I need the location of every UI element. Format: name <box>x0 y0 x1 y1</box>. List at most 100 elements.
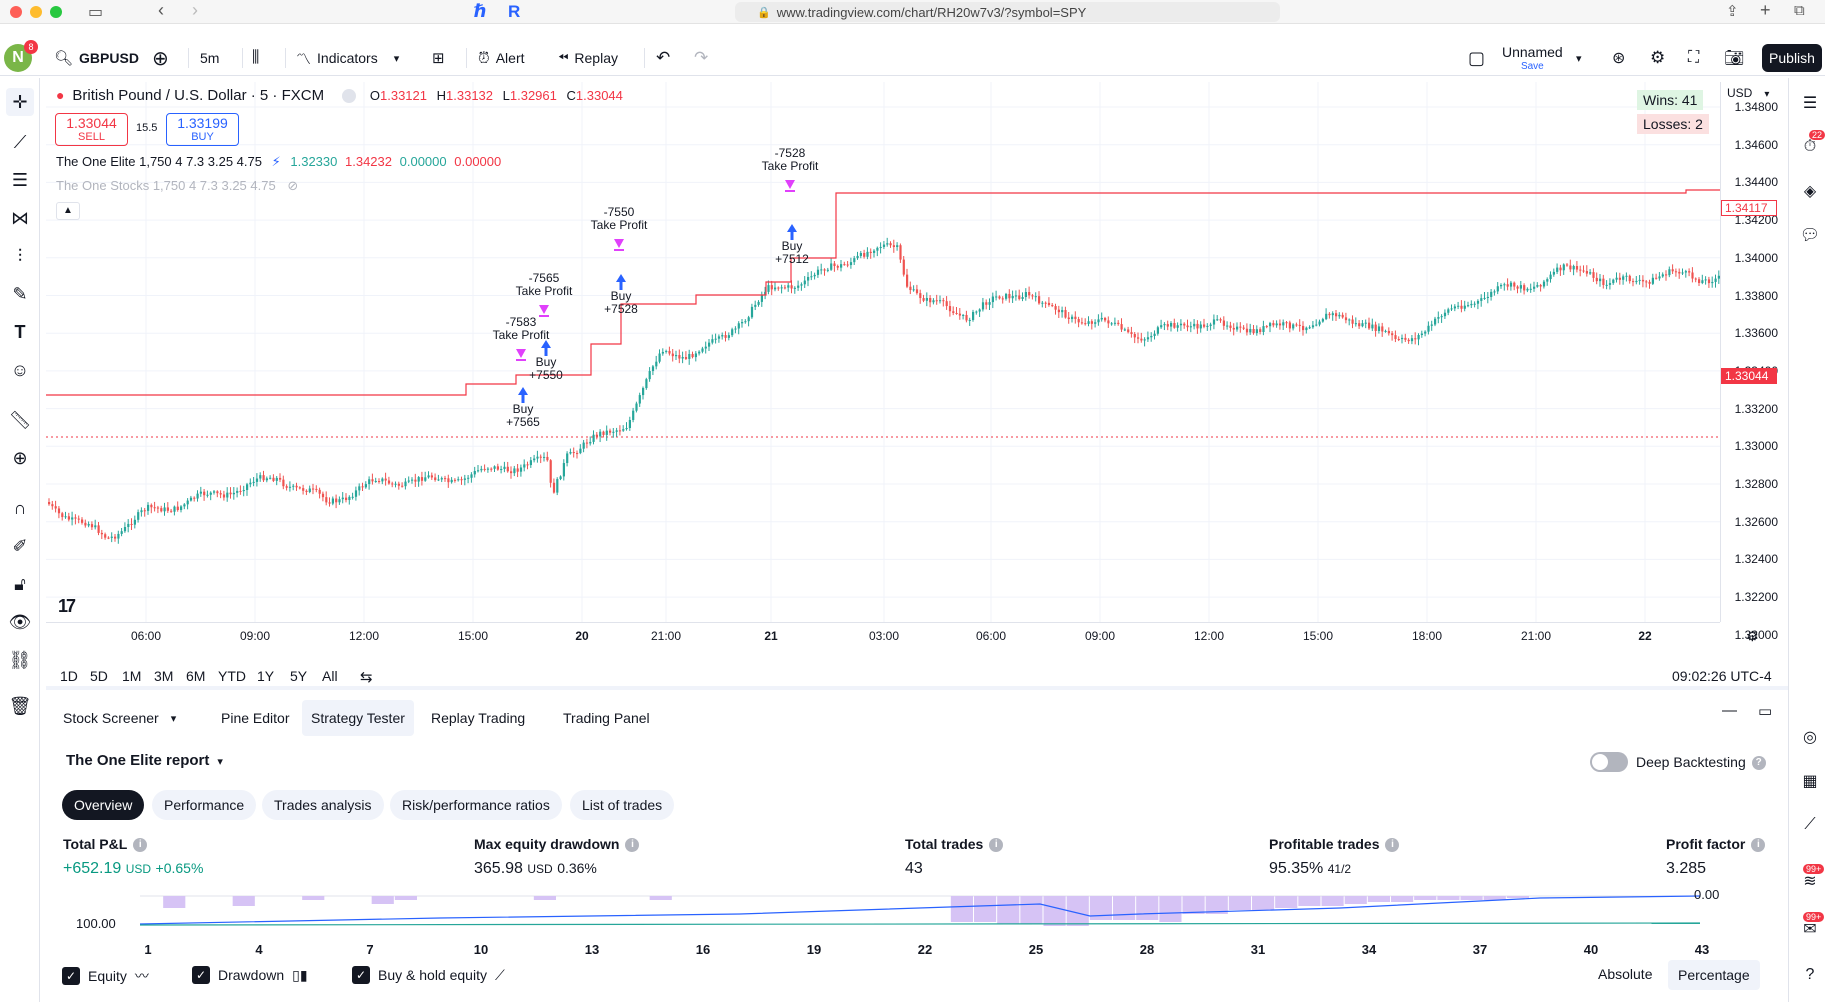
range-1d[interactable]: 1D <box>60 668 78 684</box>
chart-line-icon[interactable]: ⟋ <box>1804 816 1816 833</box>
replay-button[interactable]: ⏪︎ Replay <box>558 40 618 76</box>
buy-marker[interactable]: Buy+7565 <box>506 387 540 429</box>
lock-all-icon[interactable]: 🔓︎ <box>14 573 26 594</box>
minimize-panel-icon[interactable]: — <box>1722 702 1737 719</box>
chat-icon[interactable]: 💬︎ <box>1799 227 1821 244</box>
tradingview-logo-icon[interactable]: 17 <box>58 596 76 616</box>
watchlist-icon[interactable]: ☰ <box>1802 95 1818 112</box>
buy-marker[interactable]: Buy+7550 <box>529 340 563 382</box>
hidden-eye-icon[interactable]: ⊘ <box>287 178 299 193</box>
layouts-icon[interactable]: ⊞ <box>432 50 445 67</box>
date-range-calendar-icon[interactable]: ⇆ <box>360 669 373 686</box>
extension-r-icon[interactable]: R <box>508 2 521 21</box>
indicator-row-elite[interactable]: The One Elite 1,750 4 7.3 3.25 4.75 ⚡︎ 1… <box>56 154 501 170</box>
crosshair-icon[interactable]: ✛ <box>6 88 34 116</box>
deep-backtesting-info-icon[interactable]: ? <box>1751 756 1766 771</box>
subtab-performance[interactable]: Performance <box>152 790 257 820</box>
subtab-trades-analysis[interactable]: Trades analysis <box>262 790 384 820</box>
panel-tab-trading-panel[interactable]: Trading Panel <box>554 700 659 736</box>
equity-chart[interactable] <box>140 890 1700 940</box>
range-6m[interactable]: 6M <box>186 668 206 684</box>
layout-chevron-icon[interactable]: ▾ <box>1576 52 1582 65</box>
extension-h-icon[interactable]: ℏ <box>474 1 487 21</box>
sell-button[interactable]: 1.33044 SELL <box>55 113 128 146</box>
panel-tab-stock-screener[interactable]: Stock Screener ▾ <box>54 700 185 736</box>
symbol-search-button[interactable]: 🔍︎ GBPUSD <box>54 40 139 76</box>
subtab-risk-performance-ratios[interactable]: Risk/performance ratios <box>390 790 562 820</box>
undo-icon[interactable]: ↶ <box>656 48 671 67</box>
forward-icon[interactable]: › <box>192 0 198 20</box>
panel-tab-strategy-tester[interactable]: Strategy Tester <box>302 700 414 736</box>
buy-marker[interactable]: Buy+7528 <box>604 274 638 316</box>
clock-label[interactable]: 09:02:26 UTC-4 <box>1672 668 1772 684</box>
zoom-window-button[interactable] <box>50 6 62 18</box>
new-tab-icon[interactable]: + <box>1760 0 1771 20</box>
maximize-panel-icon[interactable]: ▭ <box>1758 703 1773 720</box>
zoom-in-icon[interactable]: ⊕ <box>12 447 28 468</box>
close-window-button[interactable] <box>10 6 22 18</box>
share-icon[interactable]: ⇪ <box>1726 3 1739 20</box>
absolute-toggle[interactable]: Absolute <box>1598 966 1653 982</box>
max-drawdown-info-icon[interactable]: i <box>625 838 640 853</box>
drawdown-checkbox[interactable]: ✓ Drawdown ▯▮ <box>192 966 308 984</box>
panel-tab-replay-trading[interactable]: Replay Trading <box>422 700 534 736</box>
signal-icon[interactable]: ≋ <box>1803 873 1817 890</box>
trash-icon[interactable]: 🗑︎ <box>8 695 32 716</box>
total-trades-info-icon[interactable]: i <box>989 838 1004 853</box>
lock-drawing-icon[interactable]: ✐ <box>12 535 28 556</box>
link-icon[interactable]: ⛓︎ <box>8 649 32 670</box>
text-tool-icon[interactable]: T <box>14 321 26 342</box>
tabs-overview-icon[interactable]: ⧉ <box>1794 2 1805 19</box>
profitable-trades-info-icon[interactable]: i <box>1385 838 1400 853</box>
calendar-icon[interactable]: ▦ <box>1802 773 1818 790</box>
trend-line-icon[interactable]: ⟋ <box>13 131 27 152</box>
range-1y[interactable]: 1Y <box>257 668 275 684</box>
forecast-icon[interactable]: ⫶ <box>17 245 23 266</box>
axis-settings-gear-icon[interactable]: ⚙︎ <box>1746 628 1759 644</box>
time-axis[interactable]: 06:00 09:00 12:00 15:00 20 21:00 21 03:00 06:00 0… <box>46 622 1720 648</box>
equity-checkbox[interactable]: ✓ Equity 〰 <box>62 966 149 986</box>
buy-hold-checkbox[interactable]: ✓ Buy & hold equity ⟋ <box>352 966 505 984</box>
indicator-row-stocks[interactable]: The One Stocks 1,750 4 7.3 3.25 4.75 ⊘ <box>56 178 298 194</box>
pattern-icon[interactable]: ⋈ <box>11 207 29 228</box>
currency-selector[interactable]: USD ▾ <box>1727 86 1769 100</box>
layout-name-button[interactable]: Unnamed Save <box>1502 44 1563 72</box>
range-all[interactable]: All <box>322 668 338 684</box>
candles-icon[interactable]: ⫼ <box>252 49 260 66</box>
help-icon[interactable]: ? <box>1805 966 1815 983</box>
range-ytd[interactable]: YTD <box>218 668 246 684</box>
percentage-toggle[interactable]: Percentage <box>1668 960 1760 990</box>
range-1m[interactable]: 1M <box>122 668 142 684</box>
price-axis[interactable]: USD ▾ 1.34800 1.34600 1.34400 1.34200 1.34000… <box>1720 82 1786 642</box>
interval-button[interactable]: 5m <box>200 50 220 66</box>
market-status-icon[interactable] <box>341 89 356 104</box>
notifications-icon[interactable]: ✉︎ <box>1803 921 1817 938</box>
eye-icon[interactable]: 👁︎ <box>8 611 32 632</box>
layers-icon[interactable]: ◈ <box>1803 183 1817 200</box>
panel-tab-pine-editor[interactable]: Pine Editor <box>212 700 298 736</box>
quick-search-icon[interactable]: ⊛ <box>1612 50 1626 67</box>
settings-gear-icon[interactable]: ⚙︎ <box>1650 48 1666 67</box>
indicators-button[interactable]: 〽 Indicators ▾ <box>296 40 399 76</box>
collapse-legend-icon[interactable]: ▲ <box>56 202 80 220</box>
fullscreen-icon[interactable]: ⛶ <box>1688 49 1700 66</box>
publish-button[interactable]: Publish <box>1762 44 1822 72</box>
profit-factor-info-icon[interactable]: i <box>1751 838 1766 853</box>
range-5y[interactable]: 5Y <box>290 668 308 684</box>
fib-retracement-icon[interactable]: ☰ <box>11 169 29 190</box>
redo-icon[interactable]: ↷ <box>694 48 709 67</box>
target-icon[interactable]: ◎ <box>1803 729 1817 746</box>
sidebar-toggle-icon[interactable]: ▭ <box>88 4 104 21</box>
report-title-dropdown[interactable]: The One Elite report ▾ <box>66 752 223 769</box>
alert-button[interactable]: ⏰︎ Alert <box>478 40 525 76</box>
address-bar[interactable]: 🔒 www.tradingview.com/chart/RH20w7v3/?sy… <box>735 2 1280 22</box>
subtab-list-of-trades[interactable]: List of trades <box>570 790 675 820</box>
alerts-clock-icon[interactable]: ⏱︎ <box>1803 138 1817 155</box>
emoji-icon[interactable]: ☺ <box>10 359 30 380</box>
compare-add-icon[interactable]: ⊕ <box>152 47 169 70</box>
range-5d[interactable]: 5D <box>90 668 108 684</box>
